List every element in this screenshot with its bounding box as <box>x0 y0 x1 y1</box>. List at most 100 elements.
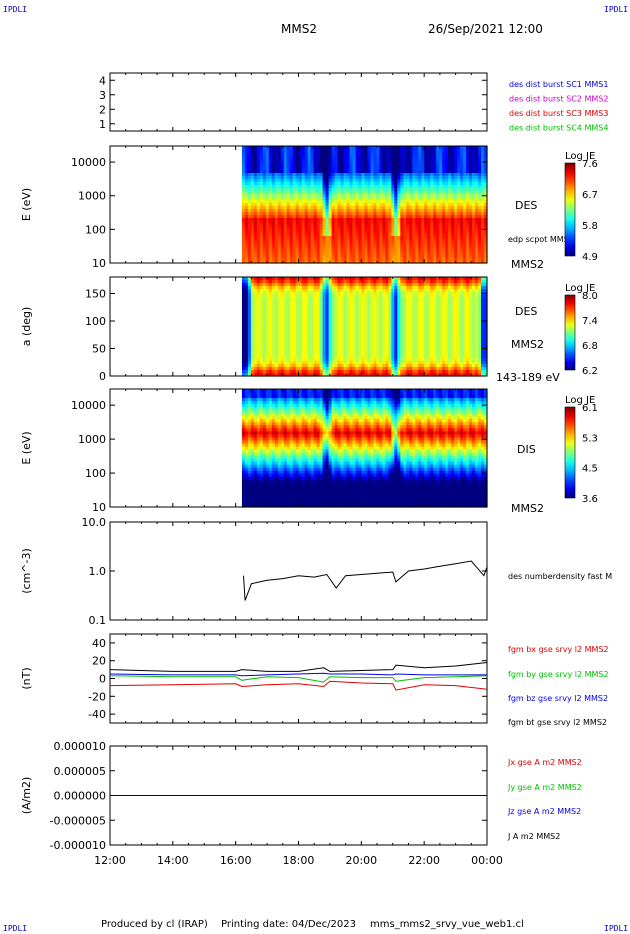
heatmap-cell <box>358 277 363 281</box>
heatmap-cell <box>466 215 470 219</box>
heatmap-cell <box>268 343 273 347</box>
heatmap-cell <box>460 167 464 171</box>
heatmap-cell <box>451 206 455 210</box>
heatmap-cell <box>478 200 482 204</box>
heatmap-cell <box>367 167 372 171</box>
heatmap-cell <box>277 358 282 362</box>
heatmap-cell <box>265 355 270 359</box>
heatmap-cell <box>319 182 324 186</box>
heatmap-cell <box>358 349 363 353</box>
heatmap-cell <box>466 221 470 225</box>
heatmap-cell <box>253 322 258 326</box>
heatmap-cell <box>370 257 375 261</box>
heatmap-cell <box>316 167 321 171</box>
heatmap-cell <box>340 173 345 177</box>
heatmap-cell <box>484 149 488 153</box>
heatmap-cell <box>298 212 303 216</box>
heatmap-cell <box>319 358 324 362</box>
heatmap-cell <box>271 358 276 362</box>
heatmap-cell <box>481 146 485 150</box>
heatmap-cell <box>277 298 282 302</box>
heatmap-cell <box>256 343 261 347</box>
heatmap-cell <box>472 200 476 204</box>
heatmap-cell <box>373 283 378 287</box>
heatmap-cell <box>340 313 345 317</box>
heatmap-cell <box>313 340 318 344</box>
heatmap-cell <box>313 191 318 195</box>
heatmap-cell <box>388 218 392 222</box>
heatmap-cell <box>406 218 410 222</box>
heatmap-cell <box>322 337 327 341</box>
heatmap-cell <box>334 194 339 198</box>
heatmap-cell <box>376 289 381 293</box>
heatmap-cell <box>478 215 482 219</box>
heatmap-cell <box>382 212 386 216</box>
heatmap-cell <box>241 212 246 216</box>
heatmap-cell <box>412 155 416 159</box>
heatmap-cell <box>346 203 351 207</box>
heatmap-cell <box>325 179 330 183</box>
heatmap-cell <box>355 349 360 353</box>
heatmap-cell <box>355 230 360 234</box>
heatmap-cell <box>292 325 297 329</box>
heatmap-cell <box>340 352 345 356</box>
heatmap-cell <box>247 233 252 237</box>
heatmap-cell <box>328 209 333 213</box>
heatmap-cell <box>298 152 303 156</box>
heatmap-cell <box>433 146 437 150</box>
heatmap-cell <box>448 197 452 201</box>
heatmap-cell <box>307 370 312 374</box>
heatmap-cell <box>250 245 255 249</box>
heatmap-cell <box>250 289 255 293</box>
heatmap-cell <box>289 203 294 207</box>
heatmap-cell <box>337 355 342 359</box>
heatmap-cell <box>271 280 276 284</box>
heatmap-cell <box>331 355 336 359</box>
heatmap-cell <box>313 149 318 153</box>
heatmap-cell <box>241 304 246 308</box>
heatmap-cell <box>328 346 333 350</box>
heatmap-cell <box>271 295 276 299</box>
heatmap-cell <box>433 215 437 219</box>
heatmap-cell <box>250 328 255 332</box>
heatmap-cell <box>391 224 395 228</box>
heatmap-cell <box>295 346 300 350</box>
heatmap-cell <box>367 227 372 231</box>
heatmap-cell <box>379 242 384 246</box>
heatmap-cell <box>283 188 288 192</box>
heatmap-cell <box>286 203 291 207</box>
heatmap-cell <box>355 283 360 287</box>
heatmap-cell <box>406 188 410 192</box>
heatmap-cell <box>379 191 384 195</box>
heatmap-cell <box>256 191 261 195</box>
heatmap-cell <box>469 230 473 234</box>
heatmap-cell <box>466 173 470 177</box>
heatmap-cell <box>421 200 425 204</box>
heatmap-cell <box>244 346 249 350</box>
heatmap-cell <box>271 349 276 353</box>
heatmap-cell <box>301 364 306 368</box>
heatmap-cell <box>316 370 321 374</box>
heatmap-cell <box>472 251 476 255</box>
heatmap-cell <box>415 176 419 180</box>
heatmap-cell <box>331 328 336 332</box>
heatmap-cell <box>466 197 470 201</box>
heatmap-cell <box>343 346 348 350</box>
heatmap-cell <box>433 182 437 186</box>
heatmap-cell <box>337 179 342 183</box>
heatmap-cell <box>343 230 348 234</box>
heatmap-cell <box>355 286 360 290</box>
panel-right-label: DES <box>515 199 537 212</box>
heatmap-cell <box>337 328 342 332</box>
heatmap-cell <box>466 191 470 195</box>
heatmap-cell <box>304 245 309 249</box>
heatmap-cell <box>403 257 407 261</box>
heatmap-cell <box>343 313 348 317</box>
heatmap-cell <box>274 295 279 299</box>
colorbar-tick-label: 7.6 <box>582 159 598 170</box>
heatmap-cell <box>439 203 443 207</box>
heatmap-cell <box>280 230 285 234</box>
heatmap-cell <box>292 364 297 368</box>
heatmap-cell <box>280 236 285 240</box>
heatmap-cell <box>361 298 366 302</box>
